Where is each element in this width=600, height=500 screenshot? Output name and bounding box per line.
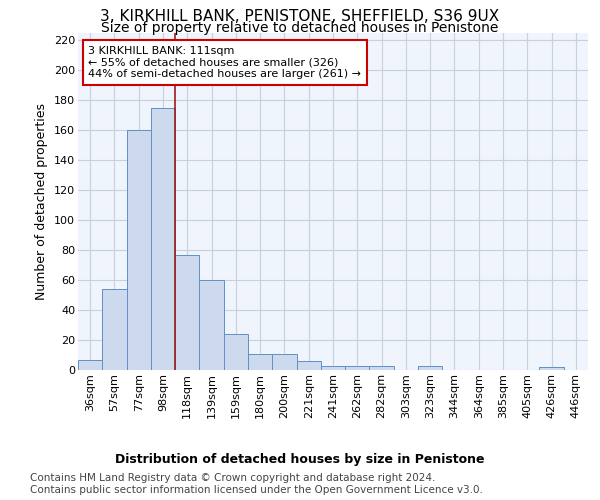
Text: Distribution of detached houses by size in Penistone: Distribution of detached houses by size … <box>115 452 485 466</box>
Bar <box>175 254 199 370</box>
Bar <box>345 366 370 370</box>
Text: Size of property relative to detached houses in Penistone: Size of property relative to detached ho… <box>101 21 499 35</box>
Text: Contains HM Land Registry data © Crown copyright and database right 2024.
Contai: Contains HM Land Registry data © Crown c… <box>30 474 483 495</box>
Text: 3, KIRKHILL BANK, PENISTONE, SHEFFIELD, S36 9UX: 3, KIRKHILL BANK, PENISTONE, SHEFFIELD, … <box>100 9 500 24</box>
Bar <box>370 366 394 370</box>
Bar <box>224 334 248 370</box>
Bar <box>418 366 442 370</box>
Bar <box>102 289 127 370</box>
Y-axis label: Number of detached properties: Number of detached properties <box>35 103 49 300</box>
Bar <box>199 280 224 370</box>
Bar <box>151 108 175 370</box>
Bar <box>248 354 272 370</box>
Bar <box>78 360 102 370</box>
Bar <box>321 366 345 370</box>
Text: 3 KIRKHILL BANK: 111sqm
← 55% of detached houses are smaller (326)
44% of semi-d: 3 KIRKHILL BANK: 111sqm ← 55% of detache… <box>88 46 361 79</box>
Bar <box>539 367 564 370</box>
Bar <box>127 130 151 370</box>
Bar <box>296 361 321 370</box>
Bar <box>272 354 296 370</box>
